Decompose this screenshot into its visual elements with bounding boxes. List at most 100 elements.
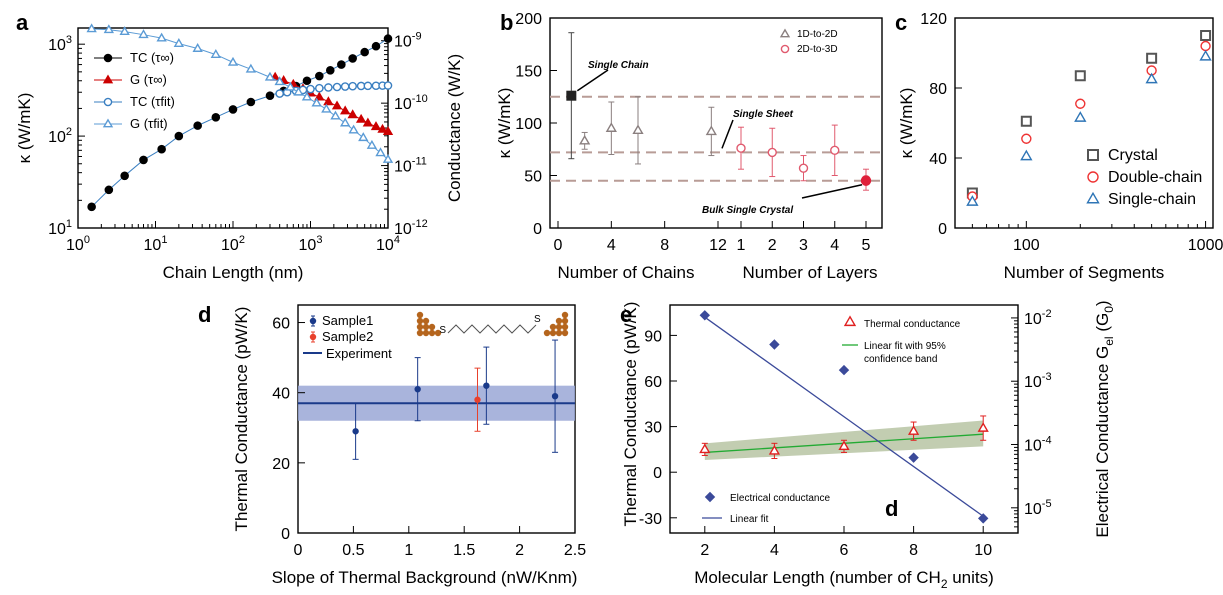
series-2 [966, 49, 1212, 206]
data-point [966, 195, 979, 206]
x-axis-label-right: Number of Layers [742, 263, 877, 282]
data-point [157, 144, 166, 154]
y-axis-label: Thermal Conductance (pW/K) [232, 307, 251, 532]
y2-axis-label-part: 0 [1102, 306, 1116, 313]
panel-label: a [16, 10, 29, 35]
legend-label: Sample1 [322, 313, 373, 328]
legend-label: TC (τ∞) [130, 50, 174, 65]
legend-marker [1087, 171, 1099, 183]
data-point [228, 105, 238, 114]
x-tick-label: 5 [862, 237, 871, 254]
data-point [363, 81, 373, 91]
y-tick-label: 101 [48, 218, 72, 238]
data-point [908, 452, 919, 463]
y-tick-label: 30 [644, 420, 662, 437]
y2-tick-label: 10-9 [394, 31, 422, 51]
x-axis-label-left: Number of Chains [557, 263, 694, 282]
y-tick-label: 60 [272, 316, 290, 333]
y-tick-label: 0 [938, 221, 947, 238]
data-point [348, 81, 357, 91]
x-tick-label: 103 [299, 234, 323, 254]
data-point [103, 24, 115, 34]
x-tick-label: 3 [799, 237, 808, 254]
legend-marker [779, 28, 791, 38]
data-point [767, 147, 777, 158]
x-tick-label: 102 [221, 234, 245, 254]
fit-line [704, 316, 984, 517]
x-tick-label: 1.5 [453, 542, 475, 559]
data-point [325, 65, 335, 75]
legend-marker [1086, 191, 1100, 204]
legend-marker [102, 74, 114, 84]
legend-label: Experiment [326, 346, 392, 361]
molecule-icon: SS [416, 311, 569, 337]
data-point [830, 145, 840, 156]
data-point [355, 113, 367, 123]
annotation-arrow [801, 184, 863, 199]
data-point [306, 84, 315, 94]
legend-marker [103, 53, 113, 63]
legend-marker [843, 315, 857, 327]
data-point [138, 29, 149, 39]
gold-atom [416, 329, 424, 337]
y-tick-label: -30 [639, 511, 662, 528]
data-point [192, 43, 203, 52]
data-point [246, 97, 256, 107]
data-point [330, 110, 341, 120]
panel-label: d [198, 302, 211, 327]
data-point [324, 83, 333, 92]
highlight-point [860, 175, 872, 186]
y-tick-label: 40 [272, 386, 290, 403]
data-point [705, 125, 717, 136]
gold-atom [416, 323, 424, 331]
data-point [358, 132, 369, 142]
annotation-label: Single Sheet [733, 109, 794, 120]
data-point [1199, 49, 1212, 61]
data-point [769, 339, 780, 350]
x-tick-label: 0 [554, 237, 563, 254]
data-point [274, 76, 285, 86]
data-point [311, 97, 322, 107]
x-tick-label: 4 [607, 237, 616, 254]
data-point [301, 91, 313, 101]
y-tick-label: 50 [524, 169, 542, 186]
x-tick-label: 104 [376, 234, 400, 254]
x-tick-label: 0.5 [342, 542, 364, 559]
data-point [323, 96, 334, 106]
gold-atom [555, 323, 563, 331]
x-tick-label: 6 [840, 542, 849, 559]
x-tick-label: 10 [974, 542, 992, 559]
legend-label: 1D-to-2D [797, 29, 838, 40]
data-point [371, 41, 381, 51]
data-point [275, 89, 284, 98]
x-tick-label: 8 [909, 542, 918, 559]
x-axis-label: Chain Length (nm) [163, 263, 304, 282]
data-point [1074, 111, 1087, 122]
x-axis-label: Number of Segments [1004, 263, 1165, 282]
y-tick-label: 102 [48, 126, 72, 146]
data-point [104, 185, 114, 195]
plot-frame [669, 304, 1019, 534]
series-1 [736, 124, 871, 191]
x-axis-label-part: Molecular Length (number of CH [694, 568, 941, 587]
data-point [120, 171, 129, 181]
y2-axis-label-part: Electrical Conductance G [1093, 346, 1112, 538]
data-point [798, 163, 809, 173]
legend-label: Linear fit with 95% [864, 341, 946, 352]
data-point [352, 428, 359, 435]
x-axis-label: Slope of Thermal Background (nW/Knm) [272, 568, 578, 587]
gold-atom [422, 323, 430, 331]
gold-atom [561, 329, 569, 337]
gold-atom [543, 329, 551, 337]
x-axis-label-part: 2 [941, 577, 948, 591]
x-tick-label: 2.5 [564, 542, 586, 559]
y2-tick-label: 10-4 [1024, 435, 1052, 455]
annotation-label: Bulk Single Crystal [702, 205, 793, 216]
x-axis-label-part: units) [948, 568, 994, 587]
y2-axis-label: Conductance (W/K) [445, 54, 464, 202]
series-0 [579, 96, 717, 165]
legend-label: Thermal conductance [864, 319, 961, 330]
data-point [332, 82, 342, 92]
legend-label: Sample2 [322, 329, 373, 344]
